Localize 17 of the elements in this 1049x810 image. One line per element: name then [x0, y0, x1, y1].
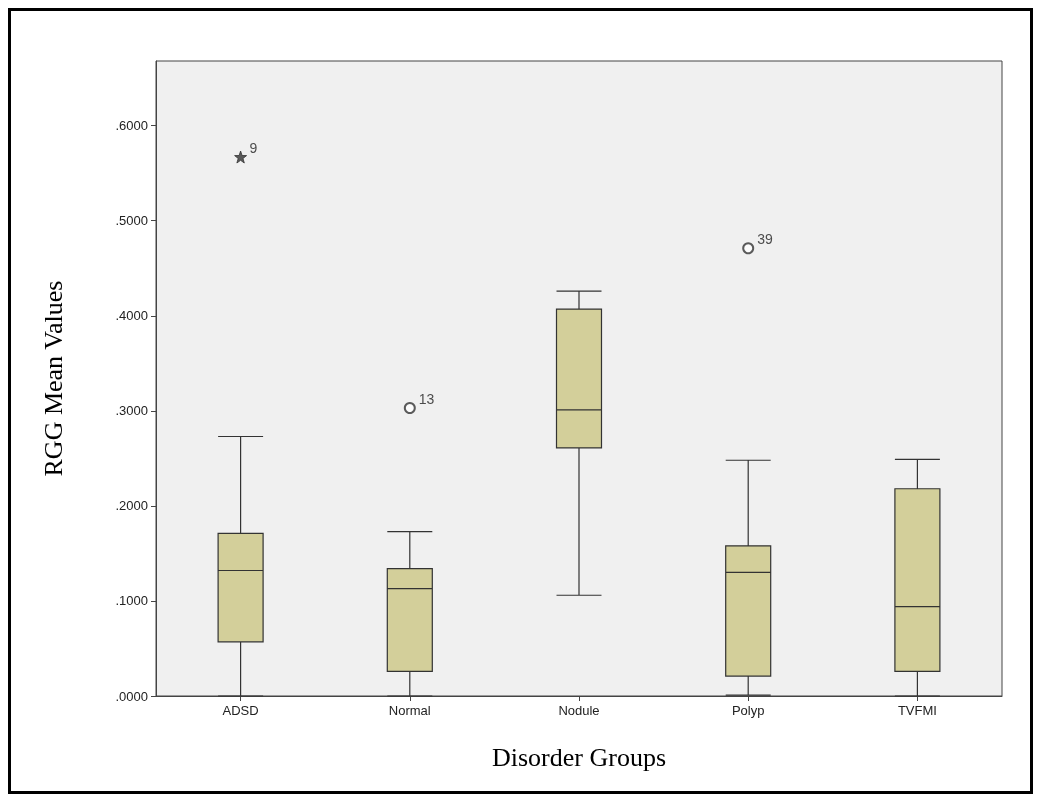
- y-axis-title: RGG Mean Values: [38, 280, 68, 477]
- annotation: 13: [418, 390, 435, 407]
- y-tick-label: .6000: [115, 118, 148, 134]
- annotation: 39: [757, 231, 773, 248]
- x-tick-label: Polyp: [731, 703, 765, 718]
- y-tick-label: .2000: [115, 498, 148, 514]
- y-tick-label: .4000: [115, 308, 148, 324]
- x-axis-title: Disorder Groups: [491, 742, 667, 772]
- x-tick-label: Nodule: [558, 703, 600, 718]
- y-tick-label: .1000: [115, 593, 148, 609]
- y-tick-label: .3000: [115, 403, 148, 419]
- x-tick-label: ADSD: [222, 703, 259, 718]
- x-tick-label: TVFMI: [897, 703, 937, 718]
- annotation: 9: [249, 140, 258, 157]
- y-tick-label: .0000: [115, 688, 148, 704]
- y-tick-label: .5000: [115, 213, 148, 229]
- x-tick-label: Normal: [388, 703, 431, 718]
